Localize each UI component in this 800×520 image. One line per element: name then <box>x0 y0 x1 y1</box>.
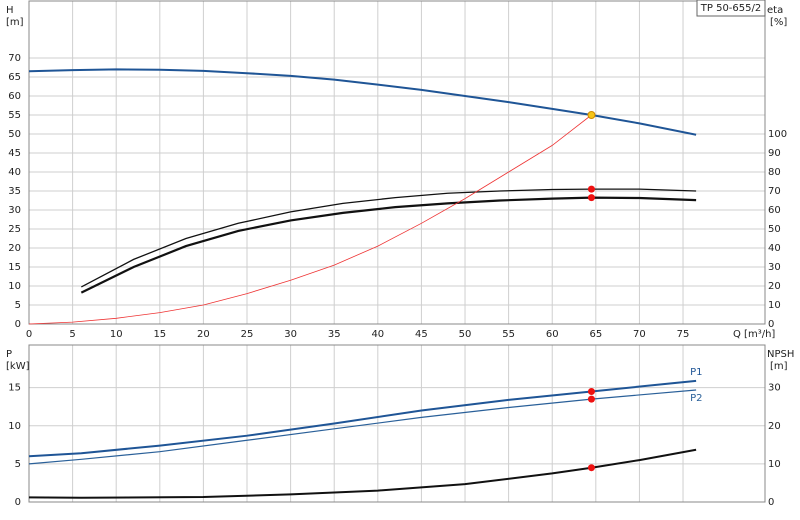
y-tick-label: 15 <box>8 383 21 394</box>
chart-title: TP 50-655/2 <box>700 3 761 14</box>
y-tick-label: 55 <box>8 110 21 121</box>
y-tick-label: 60 <box>8 91 21 102</box>
x-tick-label: 55 <box>502 329 515 340</box>
curve <box>28 448 697 499</box>
x-tick-label: 5 <box>69 329 75 340</box>
y2-axis-label: eta <box>767 5 783 16</box>
duty-point <box>587 111 596 119</box>
x-tick-label: 70 <box>633 329 646 340</box>
y-tick-label: 5 <box>15 459 21 470</box>
y-tick-label: 10 <box>8 421 21 432</box>
x-tick-label: 75 <box>677 329 690 340</box>
y2-tick-label: 10 <box>768 300 781 311</box>
duty-point <box>587 185 595 193</box>
y2-tick-label: 90 <box>768 148 781 159</box>
y-tick-label: 10 <box>8 281 21 292</box>
x-tick-label: 20 <box>197 329 210 340</box>
y2-tick-label: 0 <box>768 497 774 508</box>
x-tick-label: 30 <box>284 329 297 340</box>
y2-tick-label: 0 <box>768 319 774 330</box>
duty-point <box>587 194 595 202</box>
curve <box>28 379 697 458</box>
y-tick-label: 70 <box>8 53 21 64</box>
y-tick-label: 15 <box>8 262 21 273</box>
curve <box>80 196 697 294</box>
y2-axis-label: NPSH <box>767 349 794 360</box>
y-tick-label: 0 <box>15 319 21 330</box>
duty-point <box>587 395 595 403</box>
curve <box>28 389 697 465</box>
y-tick-label: 20 <box>8 243 21 254</box>
y2-tick-label: 60 <box>768 205 781 216</box>
x-tick-label: 60 <box>546 329 559 340</box>
y2-tick-label: 80 <box>768 167 781 178</box>
title-box <box>696 0 766 17</box>
x-axis-label: Q [m³/h] <box>733 329 775 340</box>
plot-frame <box>28 0 766 325</box>
y-tick-label: 45 <box>8 148 21 159</box>
y2-tick-label: 30 <box>768 262 781 273</box>
y-tick-label: 40 <box>8 167 21 178</box>
x-tick-label: 35 <box>328 329 341 340</box>
y-tick-label: 25 <box>8 224 21 235</box>
y2-tick-label: 40 <box>768 243 781 254</box>
plot-frame <box>28 344 766 503</box>
x-tick-label: 15 <box>153 329 166 340</box>
y2-tick-label: 20 <box>768 421 781 432</box>
y-axis-label: [m] <box>6 17 24 28</box>
y2-axis-label: [%] <box>770 17 787 28</box>
y-tick-label: 0 <box>15 497 21 508</box>
y2-axis-label: [m] <box>770 361 788 372</box>
y2-tick-label: 50 <box>768 224 781 235</box>
series-label: P1 <box>690 367 702 378</box>
y-tick-label: 5 <box>15 300 21 311</box>
curve <box>28 114 592 325</box>
y-axis-label: H <box>6 5 14 16</box>
x-tick-label: 65 <box>589 329 602 340</box>
y2-tick-label: 100 <box>768 129 787 140</box>
y-tick-label: 65 <box>8 72 21 83</box>
x-tick-label: 45 <box>415 329 428 340</box>
curve <box>81 188 697 288</box>
y-axis-label: [kW] <box>6 361 30 372</box>
y2-tick-label: 30 <box>768 383 781 394</box>
duty-point <box>587 387 595 395</box>
y-tick-label: 50 <box>8 129 21 140</box>
y-tick-label: 30 <box>8 205 21 216</box>
series-label: P2 <box>690 393 702 404</box>
duty-point <box>587 464 595 472</box>
y-axis-label: P <box>6 349 12 360</box>
x-tick-label: 25 <box>241 329 254 340</box>
x-tick-label: 10 <box>110 329 123 340</box>
y2-tick-label: 10 <box>768 459 781 470</box>
x-tick-label: 0 <box>26 329 32 340</box>
x-tick-label: 50 <box>459 329 472 340</box>
y2-tick-label: 70 <box>768 186 781 197</box>
curve <box>28 68 697 136</box>
x-tick-label: 40 <box>371 329 384 340</box>
y-tick-label: 35 <box>8 186 21 197</box>
y2-tick-label: 20 <box>768 281 781 292</box>
